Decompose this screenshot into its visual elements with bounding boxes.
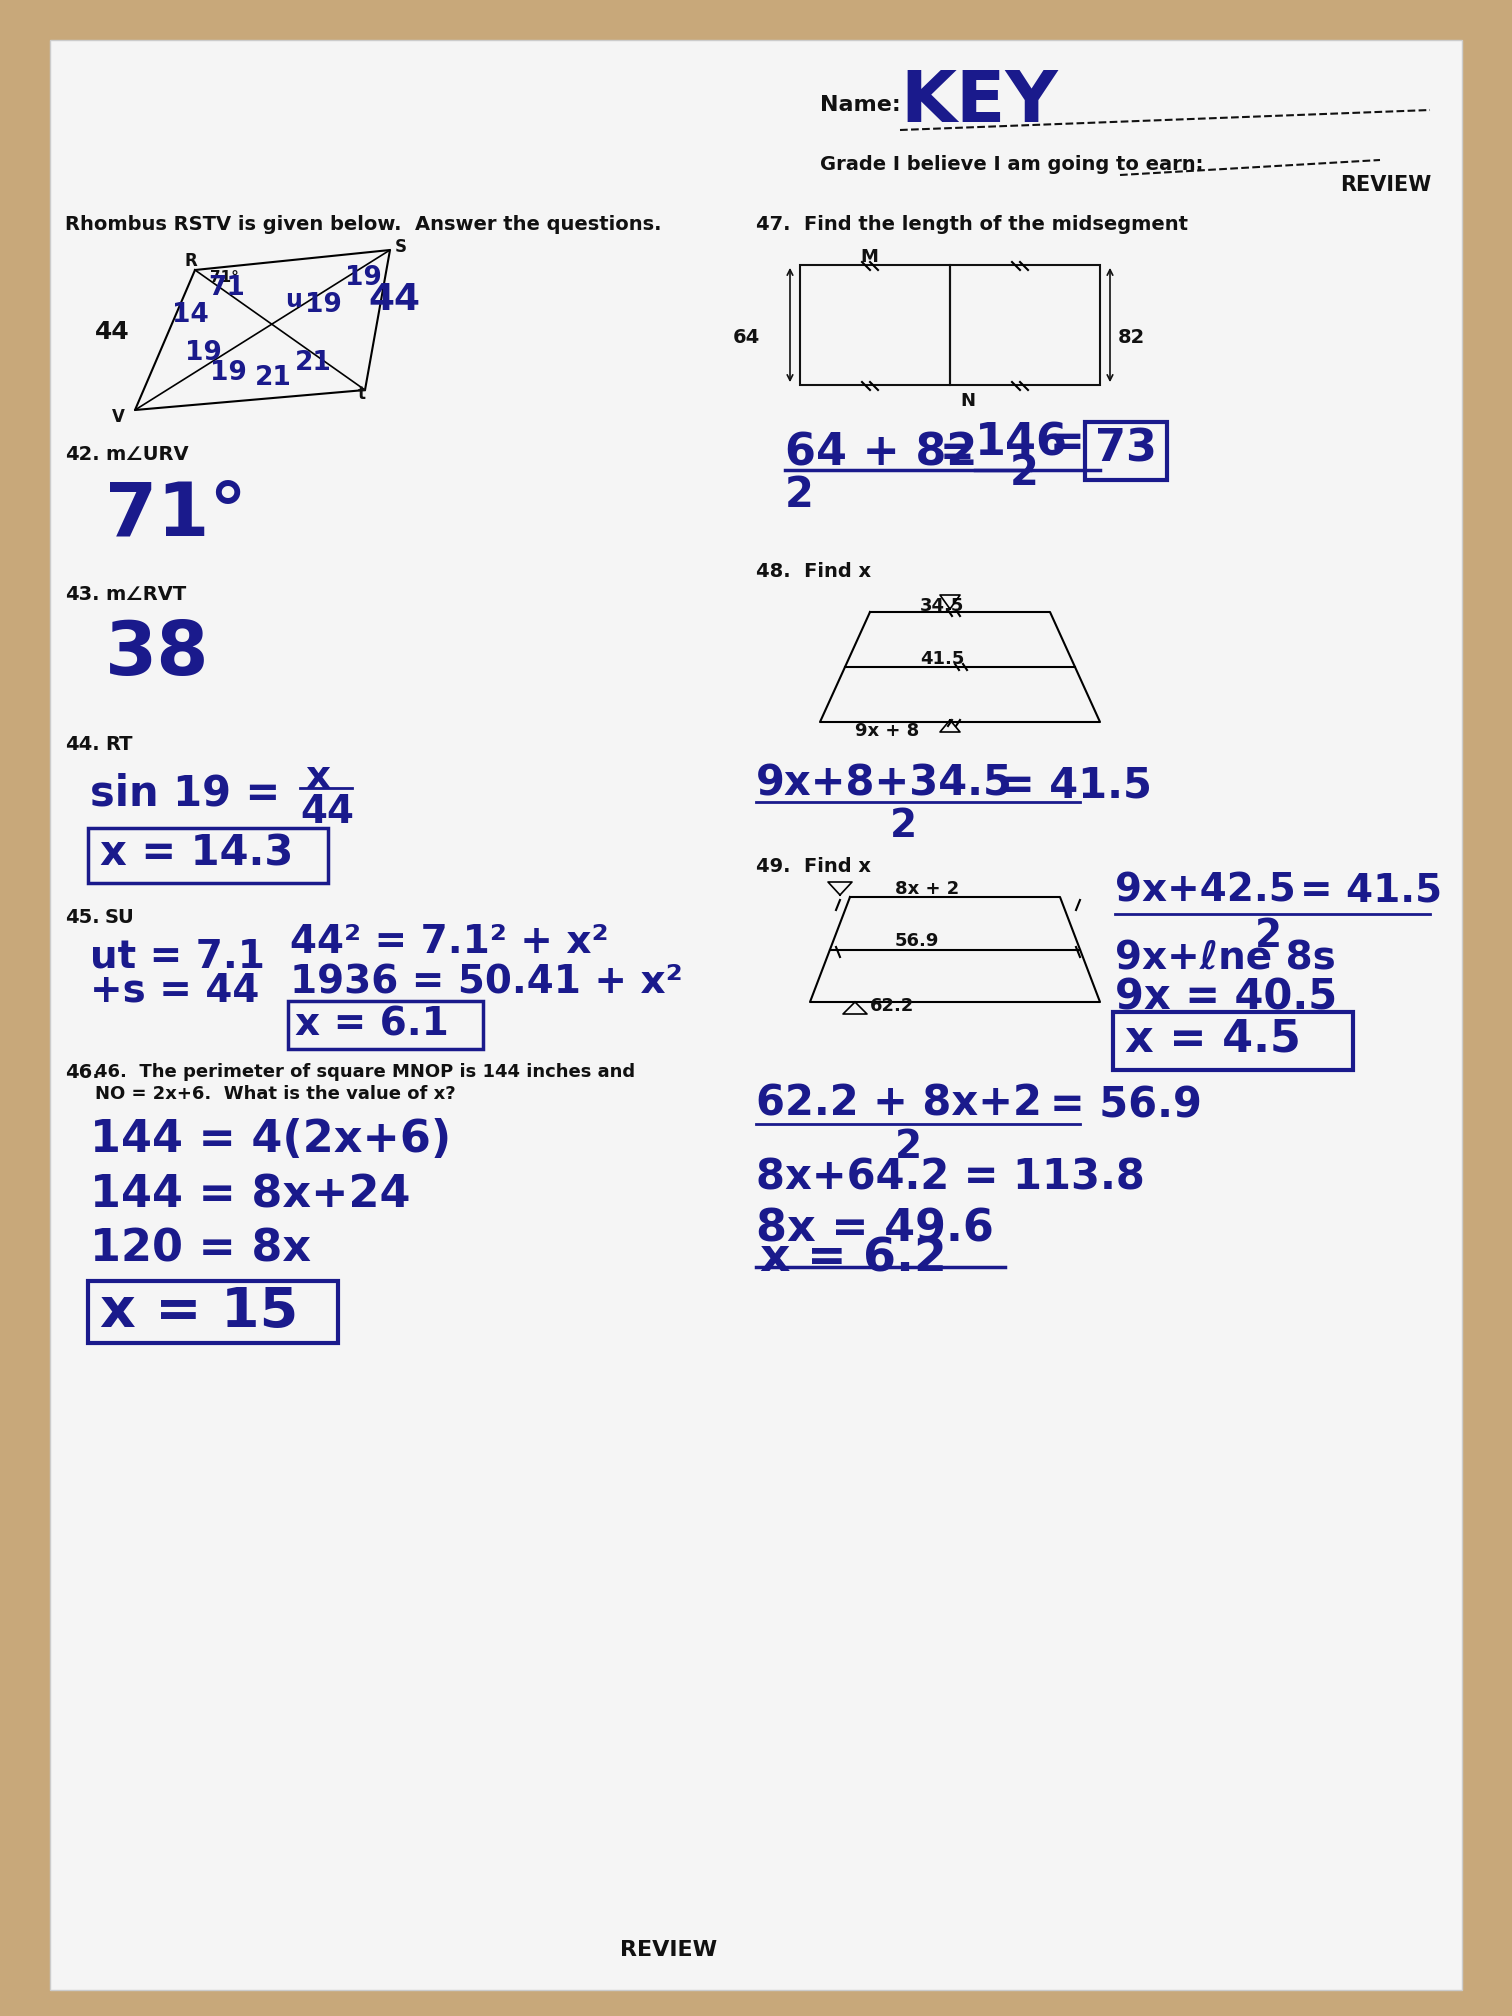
Text: 44: 44 [367, 282, 420, 319]
Text: 62.2 + 8x+2: 62.2 + 8x+2 [756, 1083, 1042, 1125]
Text: V: V [112, 407, 125, 425]
Text: 2: 2 [785, 474, 813, 516]
Text: 44² = 7.1² + x²: 44² = 7.1² + x² [290, 923, 608, 962]
Text: RT: RT [104, 736, 133, 754]
Text: 8x + 2: 8x + 2 [895, 881, 959, 897]
Text: 46.  The perimeter of square MNOP is 144 inches and: 46. The perimeter of square MNOP is 144 … [95, 1062, 635, 1081]
Text: x = 15: x = 15 [100, 1284, 298, 1339]
Text: Grade I believe I am going to earn:: Grade I believe I am going to earn: [820, 155, 1204, 173]
Text: x = 6.2: x = 6.2 [761, 1238, 947, 1282]
Bar [88, 829, 328, 883]
Bar [88, 1280, 339, 1343]
Text: 34.5: 34.5 [919, 597, 965, 615]
Text: 9x = 40.5: 9x = 40.5 [1114, 978, 1337, 1018]
Text: 62.2: 62.2 [869, 998, 915, 1014]
Text: 48.  Find x: 48. Find x [756, 562, 871, 581]
Text: x: x [305, 758, 330, 796]
Text: sin 19 =: sin 19 = [91, 772, 295, 814]
Text: 44: 44 [95, 321, 130, 345]
Text: 47.  Find the length of the midsegment: 47. Find the length of the midsegment [756, 216, 1188, 234]
Text: 64: 64 [733, 329, 761, 347]
Text: 21: 21 [295, 351, 331, 377]
Text: 144 = 8x+24: 144 = 8x+24 [91, 1173, 410, 1216]
Text: 9x+ℓne 8s: 9x+ℓne 8s [1114, 939, 1335, 978]
Text: 14: 14 [172, 302, 209, 329]
Text: Name:: Name: [820, 95, 901, 115]
Text: m∠URV: m∠URV [104, 446, 189, 464]
Text: 19: 19 [345, 264, 383, 290]
Text: = 56.9: = 56.9 [1049, 1085, 1202, 1127]
Text: 146: 146 [975, 421, 1067, 466]
Text: REVIEW: REVIEW [620, 1939, 717, 1960]
Text: 2: 2 [891, 806, 918, 845]
Text: 45.: 45. [65, 907, 100, 927]
Text: REVIEW: REVIEW [1340, 175, 1432, 196]
Text: t: t [358, 385, 366, 403]
Text: 19: 19 [210, 361, 246, 385]
Text: 41.5: 41.5 [919, 649, 965, 667]
Text: 9x+42.5: 9x+42.5 [1114, 873, 1296, 909]
Bar [950, 264, 1101, 385]
Text: 42.: 42. [65, 446, 100, 464]
Text: 2: 2 [1255, 917, 1282, 956]
Text: x = 4.5: x = 4.5 [1125, 1016, 1300, 1060]
Text: 1936 = 50.41 + x²: 1936 = 50.41 + x² [290, 964, 682, 1002]
Text: 2: 2 [895, 1129, 922, 1165]
Text: KEY: KEY [900, 69, 1058, 137]
Text: 9x + 8: 9x + 8 [854, 722, 919, 740]
Text: =: = [1049, 421, 1084, 464]
Text: 43.: 43. [65, 585, 100, 605]
Text: 82: 82 [1117, 329, 1145, 347]
Text: S: S [395, 238, 407, 256]
Text: = 41.5: = 41.5 [999, 764, 1152, 806]
Text: N: N [960, 391, 975, 409]
Text: u: u [284, 288, 302, 312]
Text: SU: SU [104, 907, 135, 927]
Text: = 41.5: = 41.5 [1300, 873, 1442, 909]
Text: 2: 2 [1010, 452, 1039, 494]
Text: 71: 71 [209, 274, 245, 300]
Text: 73: 73 [1095, 427, 1157, 470]
Text: x = 6.1: x = 6.1 [295, 1006, 449, 1042]
Text: 46.: 46. [65, 1062, 100, 1083]
Text: 71°: 71° [104, 478, 246, 550]
Text: R: R [184, 252, 198, 270]
Text: 144 = 4(2x+6): 144 = 4(2x+6) [91, 1119, 451, 1161]
Text: Rhombus RSTV is given below.  Answer the questions.: Rhombus RSTV is given below. Answer the … [65, 216, 662, 234]
Text: 38: 38 [104, 619, 210, 691]
Text: 9x+8+34.5: 9x+8+34.5 [756, 762, 1013, 804]
Text: ut = 7.1: ut = 7.1 [91, 937, 265, 976]
Text: 21: 21 [256, 365, 292, 391]
Text: 49.  Find x: 49. Find x [756, 857, 871, 877]
Text: 44.: 44. [65, 736, 100, 754]
Text: 56.9: 56.9 [895, 931, 939, 950]
Text: 71°: 71° [210, 270, 239, 284]
Bar [1086, 421, 1167, 480]
Text: M: M [860, 248, 878, 266]
Bar [800, 264, 950, 385]
Text: NO = 2x+6.  What is the value of x?: NO = 2x+6. What is the value of x? [95, 1085, 455, 1103]
Text: 19: 19 [305, 292, 342, 319]
Bar [1113, 1012, 1353, 1070]
Text: 44: 44 [299, 792, 354, 831]
Bar [287, 1002, 482, 1048]
Text: =: = [940, 431, 975, 474]
Text: 8x+64.2 = 113.8: 8x+64.2 = 113.8 [756, 1157, 1145, 1200]
Text: 8x = 49.6: 8x = 49.6 [756, 1208, 993, 1250]
Text: +s = 44: +s = 44 [91, 972, 260, 1008]
Text: 120 = 8x: 120 = 8x [91, 1228, 311, 1270]
Text: x = 14.3: x = 14.3 [100, 833, 293, 875]
Text: m∠RVT: m∠RVT [104, 585, 186, 605]
Text: 19: 19 [184, 341, 222, 367]
Text: 64 + 82: 64 + 82 [785, 431, 977, 476]
